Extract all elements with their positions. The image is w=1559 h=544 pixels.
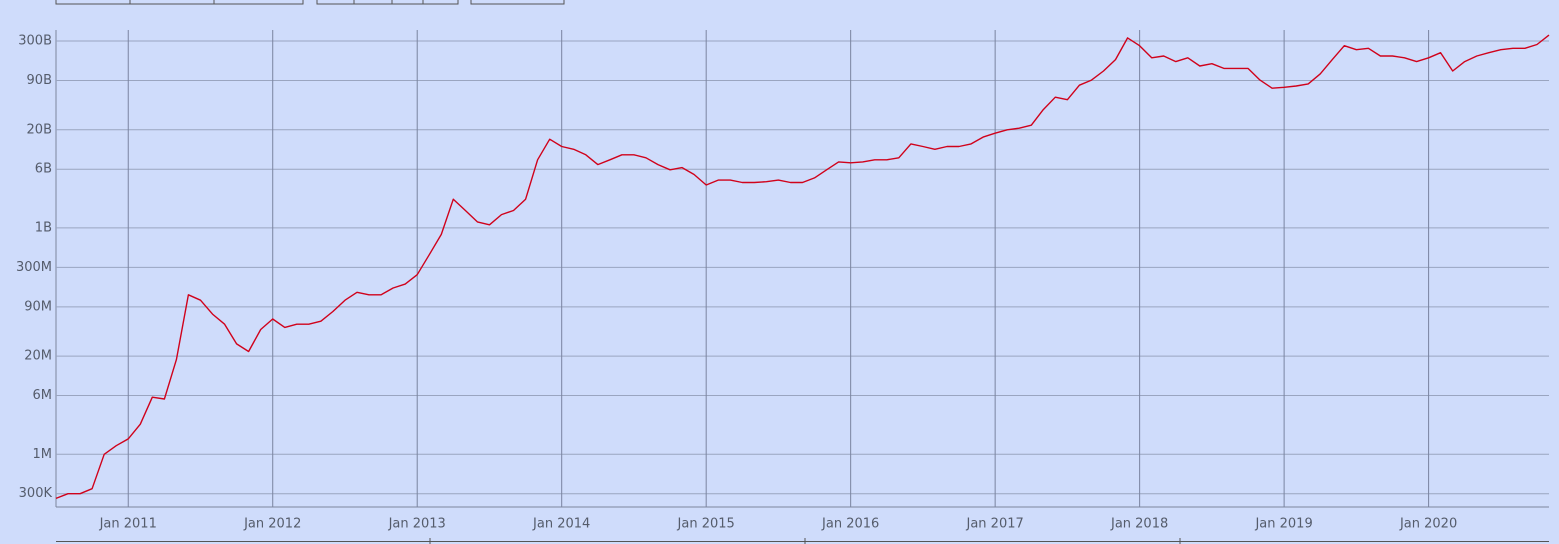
toolbar-button[interactable] [316, 0, 355, 5]
x-tick-label: Jan 2019 [1254, 517, 1312, 532]
x-tick-label: Jan 2015 [677, 517, 735, 532]
y-tick-label: 300M [16, 260, 52, 275]
y-tick-label: 1M [33, 447, 53, 462]
x-tick-label: Jan 2017 [966, 517, 1024, 532]
x-tick-label: Jan 2016 [821, 517, 879, 532]
y-tick-label: 6M [33, 388, 53, 403]
toolbar-button[interactable] [391, 0, 424, 5]
toolbar-button[interactable] [129, 0, 215, 5]
y-tick-label: 6B [35, 162, 52, 177]
toolbar-button[interactable] [422, 0, 459, 5]
toolbar-button[interactable] [353, 0, 393, 5]
data-line [55, 34, 1550, 500]
y-tick-label: 90B [27, 73, 52, 88]
y-tick-label: 300B [18, 34, 52, 49]
x-tick-label: Jan 2020 [1399, 517, 1457, 532]
x-tick-label: Jan 2014 [532, 517, 590, 532]
toolbar [55, 0, 565, 5]
toolbar-button[interactable] [55, 0, 131, 5]
y-tick-label: 20M [24, 349, 52, 364]
y-tick-label: 1B [35, 220, 52, 235]
x-tick-label: Jan 2013 [388, 517, 446, 532]
y-tick-label: 300K [19, 486, 53, 501]
y-tick-label: 20B [27, 122, 52, 137]
toolbar-button[interactable] [470, 0, 565, 5]
x-tick-label: Jan 2011 [99, 517, 157, 532]
x-tick-label: Jan 2018 [1110, 517, 1168, 532]
y-tick-label: 90M [24, 299, 52, 314]
toolbar-button[interactable] [213, 0, 304, 5]
range-bar [56, 538, 1549, 544]
x-tick-label: Jan 2012 [243, 517, 301, 532]
